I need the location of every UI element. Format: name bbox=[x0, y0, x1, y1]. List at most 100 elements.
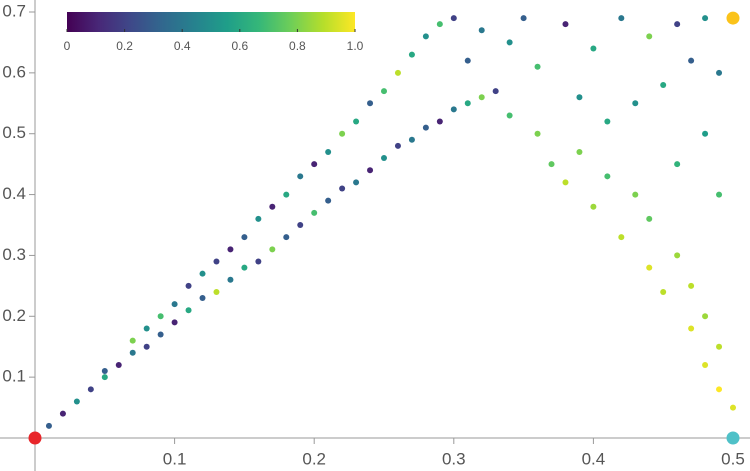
point bbox=[464, 57, 471, 64]
point bbox=[646, 264, 653, 271]
y-tick-label: 0.4 bbox=[2, 184, 26, 203]
point bbox=[381, 155, 387, 162]
point bbox=[213, 288, 220, 295]
point bbox=[367, 167, 374, 174]
point bbox=[199, 295, 206, 302]
point bbox=[325, 197, 332, 204]
points bbox=[45, 15, 736, 429]
point bbox=[716, 343, 723, 350]
point bbox=[297, 222, 304, 228]
point bbox=[227, 246, 234, 253]
colorbar-tick-label: 0.6 bbox=[231, 39, 248, 53]
x-tick-label: 0.4 bbox=[582, 449, 606, 468]
point bbox=[171, 319, 178, 326]
point bbox=[492, 88, 499, 95]
colorbar bbox=[67, 12, 355, 32]
point bbox=[674, 21, 681, 28]
colorbar-tick-label: 1.0 bbox=[347, 39, 364, 53]
point bbox=[367, 100, 374, 107]
point bbox=[408, 51, 415, 58]
point bbox=[199, 270, 206, 277]
colorbar-tick-label: 0 bbox=[64, 39, 71, 53]
point bbox=[660, 288, 667, 295]
x-tick-label: 0.3 bbox=[442, 449, 466, 468]
y-tick-label: 0.6 bbox=[2, 62, 26, 81]
point bbox=[422, 124, 429, 131]
point bbox=[353, 118, 360, 125]
point bbox=[716, 386, 723, 393]
point bbox=[101, 368, 108, 375]
point bbox=[464, 100, 471, 107]
point bbox=[311, 161, 318, 168]
point bbox=[450, 15, 457, 22]
highlight-point bbox=[726, 11, 740, 25]
colorbar-tick-label: 0.2 bbox=[116, 39, 133, 53]
point bbox=[339, 130, 346, 137]
point bbox=[688, 57, 695, 64]
point bbox=[450, 106, 457, 113]
point bbox=[534, 63, 541, 70]
point bbox=[716, 191, 723, 198]
point bbox=[297, 173, 304, 180]
x-tick-label: 0.1 bbox=[163, 449, 187, 468]
point bbox=[339, 185, 346, 192]
point bbox=[129, 349, 136, 356]
point bbox=[353, 179, 360, 186]
point bbox=[311, 209, 318, 216]
x-tick-label: 0.2 bbox=[302, 449, 326, 468]
point bbox=[325, 148, 332, 155]
point bbox=[520, 15, 527, 22]
point bbox=[283, 191, 290, 198]
point bbox=[576, 148, 583, 155]
point bbox=[506, 112, 513, 119]
point bbox=[213, 258, 220, 265]
point bbox=[702, 15, 709, 22]
point bbox=[590, 203, 597, 210]
point bbox=[478, 94, 485, 101]
point bbox=[59, 410, 66, 417]
point bbox=[394, 142, 401, 149]
y-tick-label: 0.2 bbox=[2, 306, 26, 325]
point bbox=[115, 361, 122, 368]
point bbox=[45, 422, 52, 429]
x-tick-label: 0.5 bbox=[721, 449, 745, 468]
colorbar-tick-label: 0.4 bbox=[174, 39, 191, 53]
point bbox=[632, 100, 639, 107]
y-tick-label: 0.7 bbox=[2, 1, 26, 20]
highlight-point bbox=[726, 431, 740, 445]
colorbar-tick-label: 0.8 bbox=[289, 39, 306, 53]
point bbox=[548, 161, 555, 168]
point bbox=[185, 282, 192, 289]
point bbox=[255, 258, 262, 265]
point bbox=[604, 118, 611, 125]
point bbox=[73, 398, 80, 405]
point bbox=[478, 27, 485, 34]
point bbox=[506, 39, 513, 46]
point bbox=[674, 252, 681, 259]
point bbox=[269, 246, 276, 253]
point bbox=[143, 343, 150, 350]
point bbox=[157, 331, 164, 338]
point bbox=[255, 215, 262, 222]
point bbox=[87, 386, 94, 393]
point bbox=[143, 325, 150, 332]
point bbox=[576, 94, 583, 101]
point bbox=[702, 130, 709, 137]
y-tick-label: 0.1 bbox=[2, 367, 26, 386]
point bbox=[702, 313, 709, 320]
point bbox=[241, 264, 248, 271]
point bbox=[688, 325, 695, 332]
point bbox=[269, 203, 276, 210]
point bbox=[283, 234, 290, 241]
point bbox=[422, 33, 429, 40]
point bbox=[101, 374, 108, 381]
point bbox=[394, 69, 401, 76]
point bbox=[646, 215, 653, 222]
point bbox=[241, 234, 248, 241]
point bbox=[618, 15, 625, 22]
point bbox=[730, 404, 736, 411]
point bbox=[688, 282, 695, 289]
point bbox=[702, 361, 709, 368]
point bbox=[716, 69, 723, 76]
